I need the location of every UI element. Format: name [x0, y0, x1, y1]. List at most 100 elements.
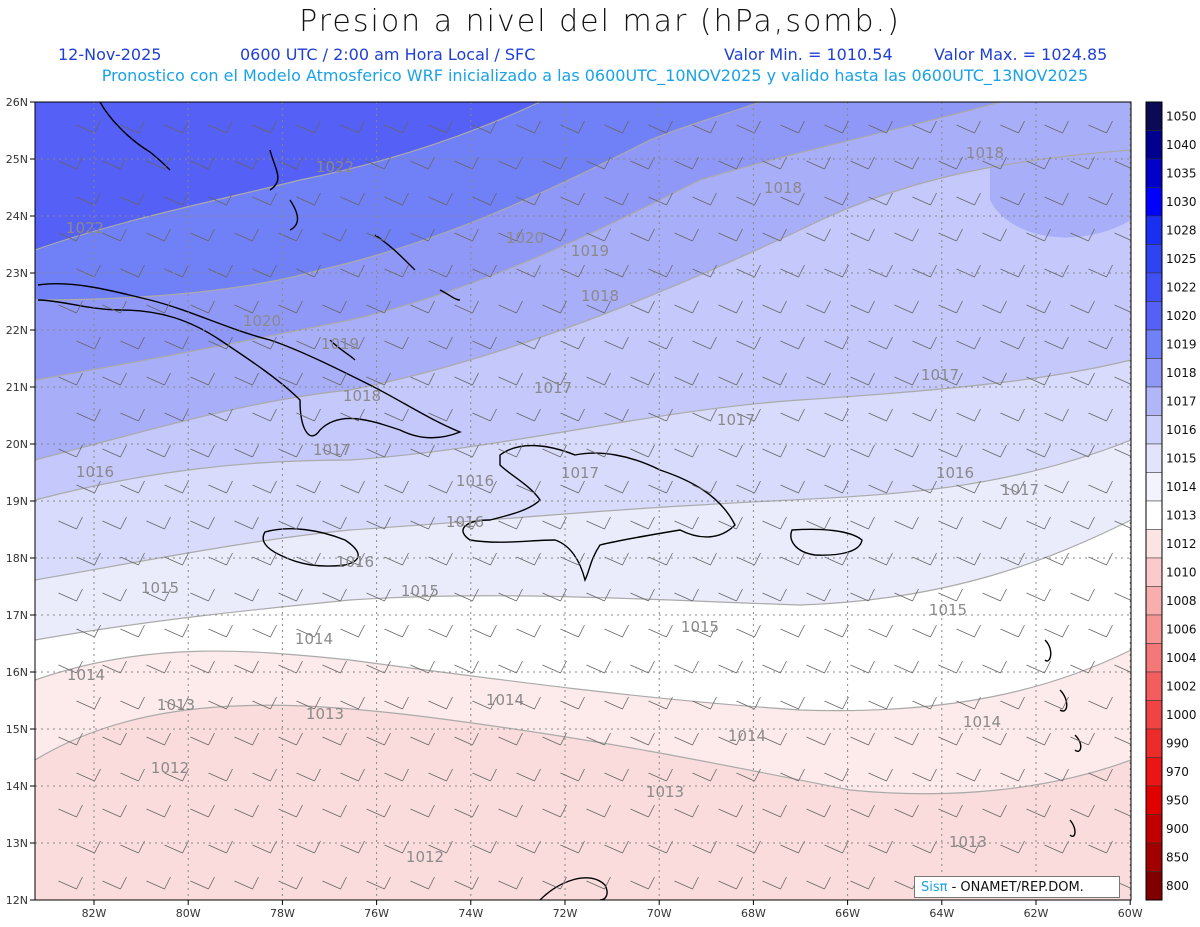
- wind-barb: [58, 660, 83, 674]
- wind-barb: [340, 264, 365, 278]
- wind-barb: [498, 372, 523, 386]
- colorbar-label: 1015: [1166, 451, 1197, 465]
- wind-barb: [410, 516, 435, 530]
- wind-barb: [190, 300, 215, 314]
- wind-barb: [1070, 516, 1095, 530]
- wind-barb: [956, 192, 981, 206]
- wind-barb: [340, 120, 365, 134]
- wind-barb: [692, 408, 717, 422]
- colorbar-swatch: [1145, 415, 1163, 445]
- wind-barb: [692, 336, 717, 350]
- wind-barb: [604, 624, 629, 638]
- wind-barb: [648, 552, 673, 566]
- wind-barb: [1044, 696, 1069, 710]
- wind-barb: [894, 588, 919, 602]
- contour-label: 1019: [321, 335, 359, 353]
- wind-barb: [736, 120, 761, 134]
- contour-label: 1022: [66, 219, 104, 237]
- wind-barb: [542, 156, 567, 170]
- wind-barb: [472, 696, 497, 710]
- wind-barb: [76, 696, 101, 710]
- wind-barb: [472, 480, 497, 494]
- wind-barb: [868, 120, 893, 134]
- wind-barb: [1114, 736, 1131, 745]
- wind-barb: [190, 228, 215, 242]
- wind-barb: [164, 120, 189, 134]
- wind-barb: [146, 372, 171, 386]
- wind-barb: [718, 372, 743, 386]
- wind-barb: [190, 660, 215, 674]
- wind-barb: [102, 660, 127, 674]
- wind-barb: [1044, 120, 1069, 134]
- wind-barb: [454, 444, 479, 458]
- wind-barb: [1000, 840, 1025, 854]
- wind-barb: [120, 624, 145, 638]
- colorbar-swatch: [1145, 358, 1163, 388]
- wind-barb: [472, 840, 497, 854]
- wind-barb: [120, 696, 145, 710]
- colorbar-label: 1013: [1166, 508, 1197, 522]
- wind-barb: [648, 192, 673, 206]
- model-description: Pronostico con el Modelo Atmosferico WRF…: [101, 66, 1089, 85]
- contour-label: 1017: [717, 411, 755, 429]
- wind-barb: [190, 444, 215, 458]
- colorbar-swatch: [1145, 757, 1163, 787]
- wind-barb: [58, 228, 83, 242]
- lat-label: 12N: [6, 894, 28, 907]
- wind-barb: [542, 372, 567, 386]
- wind-barb: [648, 336, 673, 350]
- wind-barb: [498, 660, 523, 674]
- contour-label: 1016: [446, 513, 484, 531]
- wind-barb: [340, 696, 365, 710]
- wind-barb: [252, 336, 277, 350]
- wind-barb: [472, 408, 497, 422]
- wind-barb: [912, 696, 937, 710]
- wind-barb: [428, 336, 453, 350]
- wind-barb: [736, 480, 761, 494]
- wind-barb: [498, 876, 523, 890]
- colorbar-swatch: [1145, 814, 1163, 844]
- wind-barb: [692, 696, 717, 710]
- wind-barb: [76, 768, 101, 782]
- wind-barb: [164, 408, 189, 422]
- wind-barb: [806, 372, 831, 386]
- lat-label: 26N: [6, 96, 28, 109]
- colorbar-label: 800: [1166, 879, 1189, 893]
- wind-barb: [384, 120, 409, 134]
- wind-barb: [234, 804, 259, 818]
- wind-barb: [542, 300, 567, 314]
- wind-barb: [102, 804, 127, 818]
- lon-label: 72W: [553, 907, 578, 920]
- wind-barb: [428, 408, 453, 422]
- contour-label: 1020: [243, 312, 281, 330]
- wind-barb: [1088, 120, 1113, 134]
- wind-barb: [586, 300, 611, 314]
- wind-barb: [542, 804, 567, 818]
- wind-barb: [868, 552, 893, 566]
- wind-barb: [322, 588, 347, 602]
- wind-barb: [912, 552, 937, 566]
- wind-barb: [868, 480, 893, 494]
- wind-barb: [340, 336, 365, 350]
- wind-barb: [208, 840, 233, 854]
- wind-barb: [824, 192, 849, 206]
- wind-barb: [384, 336, 409, 350]
- wind-barb: [58, 516, 83, 530]
- colorbar-label: 1008: [1166, 594, 1197, 608]
- wind-barb: [472, 336, 497, 350]
- colorbar-swatch: [1145, 301, 1163, 331]
- wind-barb: [410, 804, 435, 818]
- wind-barb: [120, 768, 145, 782]
- wind-barb: [692, 840, 717, 854]
- contour-label: 1018: [343, 387, 381, 405]
- colorbar-swatch: [1145, 586, 1163, 616]
- wind-barb: [1026, 660, 1051, 674]
- contour-label: 1017: [1001, 481, 1039, 499]
- wind-barb: [146, 732, 171, 746]
- wind-barb: [454, 660, 479, 674]
- wind-barb: [58, 444, 83, 458]
- wind-barb: [586, 732, 611, 746]
- wind-barb: [1000, 192, 1025, 206]
- wind-barb: [146, 156, 171, 170]
- wind-barb: [208, 192, 233, 206]
